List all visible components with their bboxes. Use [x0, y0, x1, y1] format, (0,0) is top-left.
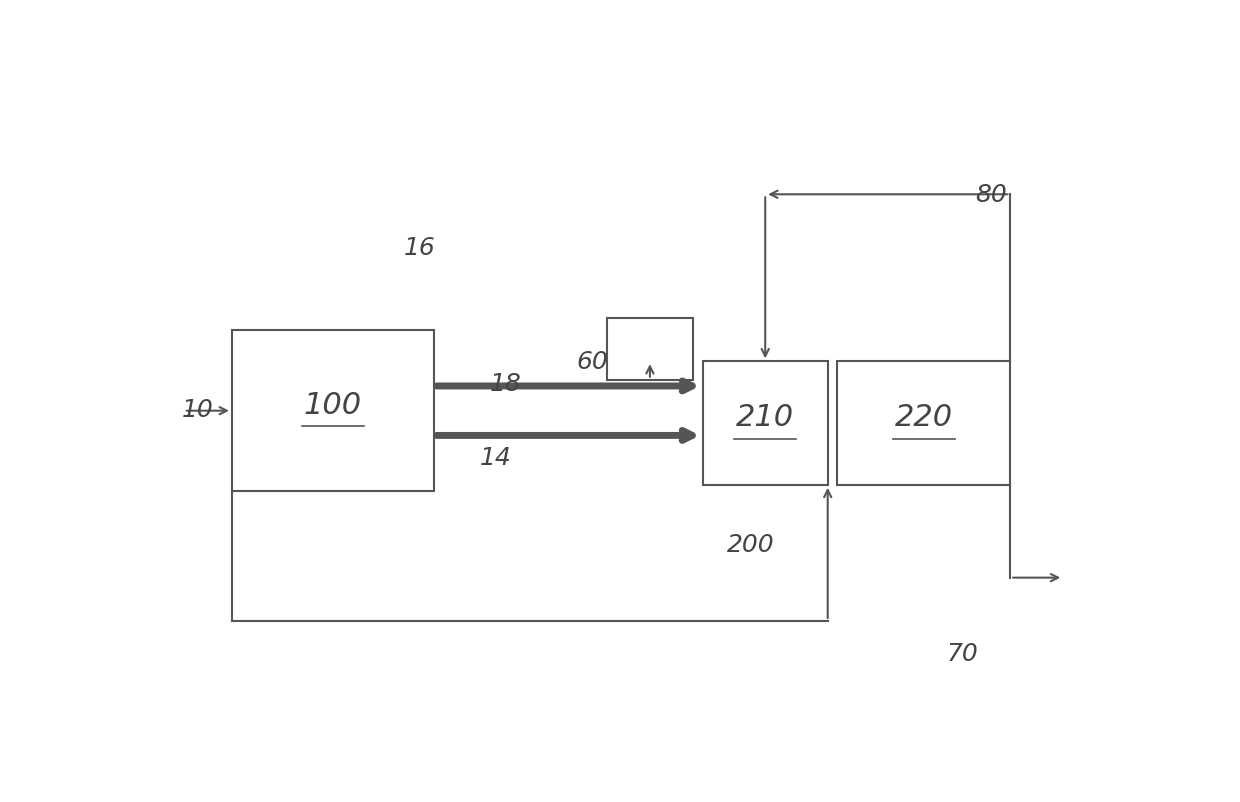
Text: 60: 60	[577, 350, 608, 374]
Text: 18: 18	[490, 371, 522, 395]
Text: 100: 100	[304, 391, 362, 419]
Text: 14: 14	[480, 446, 512, 469]
FancyBboxPatch shape	[703, 362, 828, 485]
FancyBboxPatch shape	[606, 318, 693, 380]
FancyBboxPatch shape	[837, 362, 1011, 485]
FancyBboxPatch shape	[232, 331, 434, 492]
Text: 80: 80	[975, 183, 1007, 207]
Text: 220: 220	[895, 403, 952, 431]
Text: 16: 16	[403, 236, 435, 260]
Text: 200: 200	[727, 532, 775, 556]
Text: 210: 210	[737, 403, 795, 431]
Text: 10: 10	[181, 398, 213, 422]
Text: 70: 70	[946, 642, 978, 665]
